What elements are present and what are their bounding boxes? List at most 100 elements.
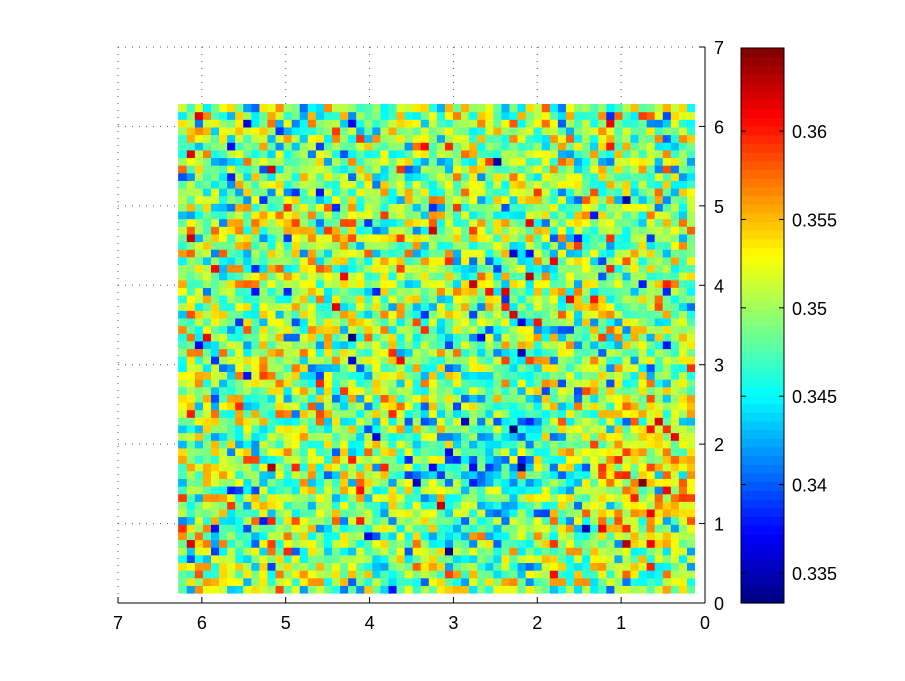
heatmap-cell xyxy=(565,570,575,579)
heatmap-cell xyxy=(541,562,550,571)
heatmap-cell xyxy=(436,279,445,288)
heatmap-cell xyxy=(629,333,639,342)
heatmap-cell xyxy=(234,348,244,357)
heatmap-cell xyxy=(678,409,687,418)
heatmap-cell xyxy=(444,585,454,594)
heatmap-cell xyxy=(436,134,445,143)
heatmap-cell xyxy=(323,394,333,403)
heatmap-cell xyxy=(274,486,284,495)
heatmap-cell xyxy=(194,203,203,212)
heatmap-cell xyxy=(549,180,558,189)
heatmap-cell xyxy=(250,570,260,579)
heatmap-cell xyxy=(476,226,486,235)
heatmap-cell xyxy=(525,241,534,250)
heatmap-cell xyxy=(363,126,373,136)
heatmap-cell xyxy=(283,386,292,395)
heatmap-cell xyxy=(533,348,542,357)
heatmap-cell xyxy=(347,478,357,487)
heatmap-cell xyxy=(444,470,454,479)
heatmap-cell xyxy=(525,401,534,411)
heatmap-cell xyxy=(242,486,252,495)
heatmap-cell xyxy=(670,103,679,113)
heatmap-cell xyxy=(646,333,655,342)
heatmap-cell xyxy=(581,401,591,411)
heatmap-cell xyxy=(395,226,405,235)
heatmap-cell xyxy=(589,172,599,181)
heatmap-cell xyxy=(379,547,389,556)
heatmap-cell xyxy=(347,577,357,586)
heatmap-cell xyxy=(307,134,316,143)
heatmap-cell xyxy=(646,409,655,418)
heatmap-cell xyxy=(299,547,308,556)
heatmap-cell xyxy=(226,478,236,487)
heatmap-cell xyxy=(420,432,429,441)
heatmap-cell xyxy=(395,279,405,288)
heatmap-cell xyxy=(331,264,341,273)
heatmap-cell xyxy=(186,447,195,457)
heatmap-cell xyxy=(178,493,187,502)
heatmap-cell xyxy=(541,272,550,281)
heatmap-cell xyxy=(476,241,486,250)
heatmap-cell xyxy=(363,363,373,372)
heatmap-cell xyxy=(283,570,292,579)
heatmap-cell xyxy=(331,394,341,403)
heatmap-cell xyxy=(331,287,341,296)
heatmap-cell xyxy=(541,249,550,258)
heatmap-cell xyxy=(589,103,599,113)
heatmap-cell xyxy=(646,226,655,235)
heatmap-cell xyxy=(274,203,284,212)
heatmap-cell xyxy=(436,493,445,502)
heatmap-cell xyxy=(597,188,607,197)
heatmap-cell xyxy=(266,417,276,426)
heatmap-cell xyxy=(242,233,252,243)
heatmap-cell xyxy=(525,264,534,273)
heatmap-cell xyxy=(662,486,671,495)
heatmap-cell xyxy=(460,577,470,586)
heatmap-cell xyxy=(541,386,550,395)
heatmap-cell xyxy=(315,302,324,311)
colorbar-segment xyxy=(741,100,784,110)
heatmap-cell xyxy=(395,302,405,311)
heatmap-cell xyxy=(678,394,687,403)
heatmap-cell xyxy=(339,157,349,166)
heatmap-cell xyxy=(242,394,252,403)
heatmap-cell xyxy=(605,195,615,204)
heatmap-cell xyxy=(500,447,510,457)
heatmap-cell xyxy=(678,111,687,120)
heatmap-cell xyxy=(637,256,647,266)
heatmap-cell xyxy=(194,126,203,136)
heatmap-cell xyxy=(533,210,542,220)
heatmap-cell xyxy=(686,149,696,159)
heatmap-cell xyxy=(468,516,478,525)
heatmap-cell xyxy=(194,157,203,166)
heatmap-cell xyxy=(654,455,663,464)
heatmap-cell xyxy=(371,386,381,395)
heatmap-cell xyxy=(234,157,244,166)
heatmap-cell xyxy=(629,585,639,594)
heatmap-cell xyxy=(234,356,244,365)
heatmap-cell xyxy=(508,501,518,510)
heatmap-cell xyxy=(516,493,526,502)
heatmap-cell xyxy=(379,317,389,327)
heatmap-cell xyxy=(549,516,558,525)
heatmap-cell xyxy=(299,103,308,113)
heatmap-cell xyxy=(291,432,300,441)
heatmap-cell xyxy=(629,119,639,128)
heatmap-cell xyxy=(573,531,583,541)
heatmap-cell xyxy=(436,524,445,533)
heatmap-cell xyxy=(291,226,300,235)
heatmap-cell xyxy=(379,218,389,227)
heatmap-cell xyxy=(678,562,687,571)
heatmap-cell xyxy=(274,264,284,273)
heatmap-cell xyxy=(307,302,316,311)
heatmap-cell xyxy=(670,188,679,197)
heatmap-cell xyxy=(355,401,365,411)
heatmap-cell xyxy=(186,287,195,296)
heatmap-cell xyxy=(605,172,615,181)
heatmap-cell xyxy=(597,508,607,518)
heatmap-cell xyxy=(404,348,413,357)
heatmap-cell xyxy=(484,272,494,281)
heatmap-cell xyxy=(355,570,365,579)
heatmap-cell xyxy=(460,126,470,136)
heatmap-cell xyxy=(541,432,550,441)
